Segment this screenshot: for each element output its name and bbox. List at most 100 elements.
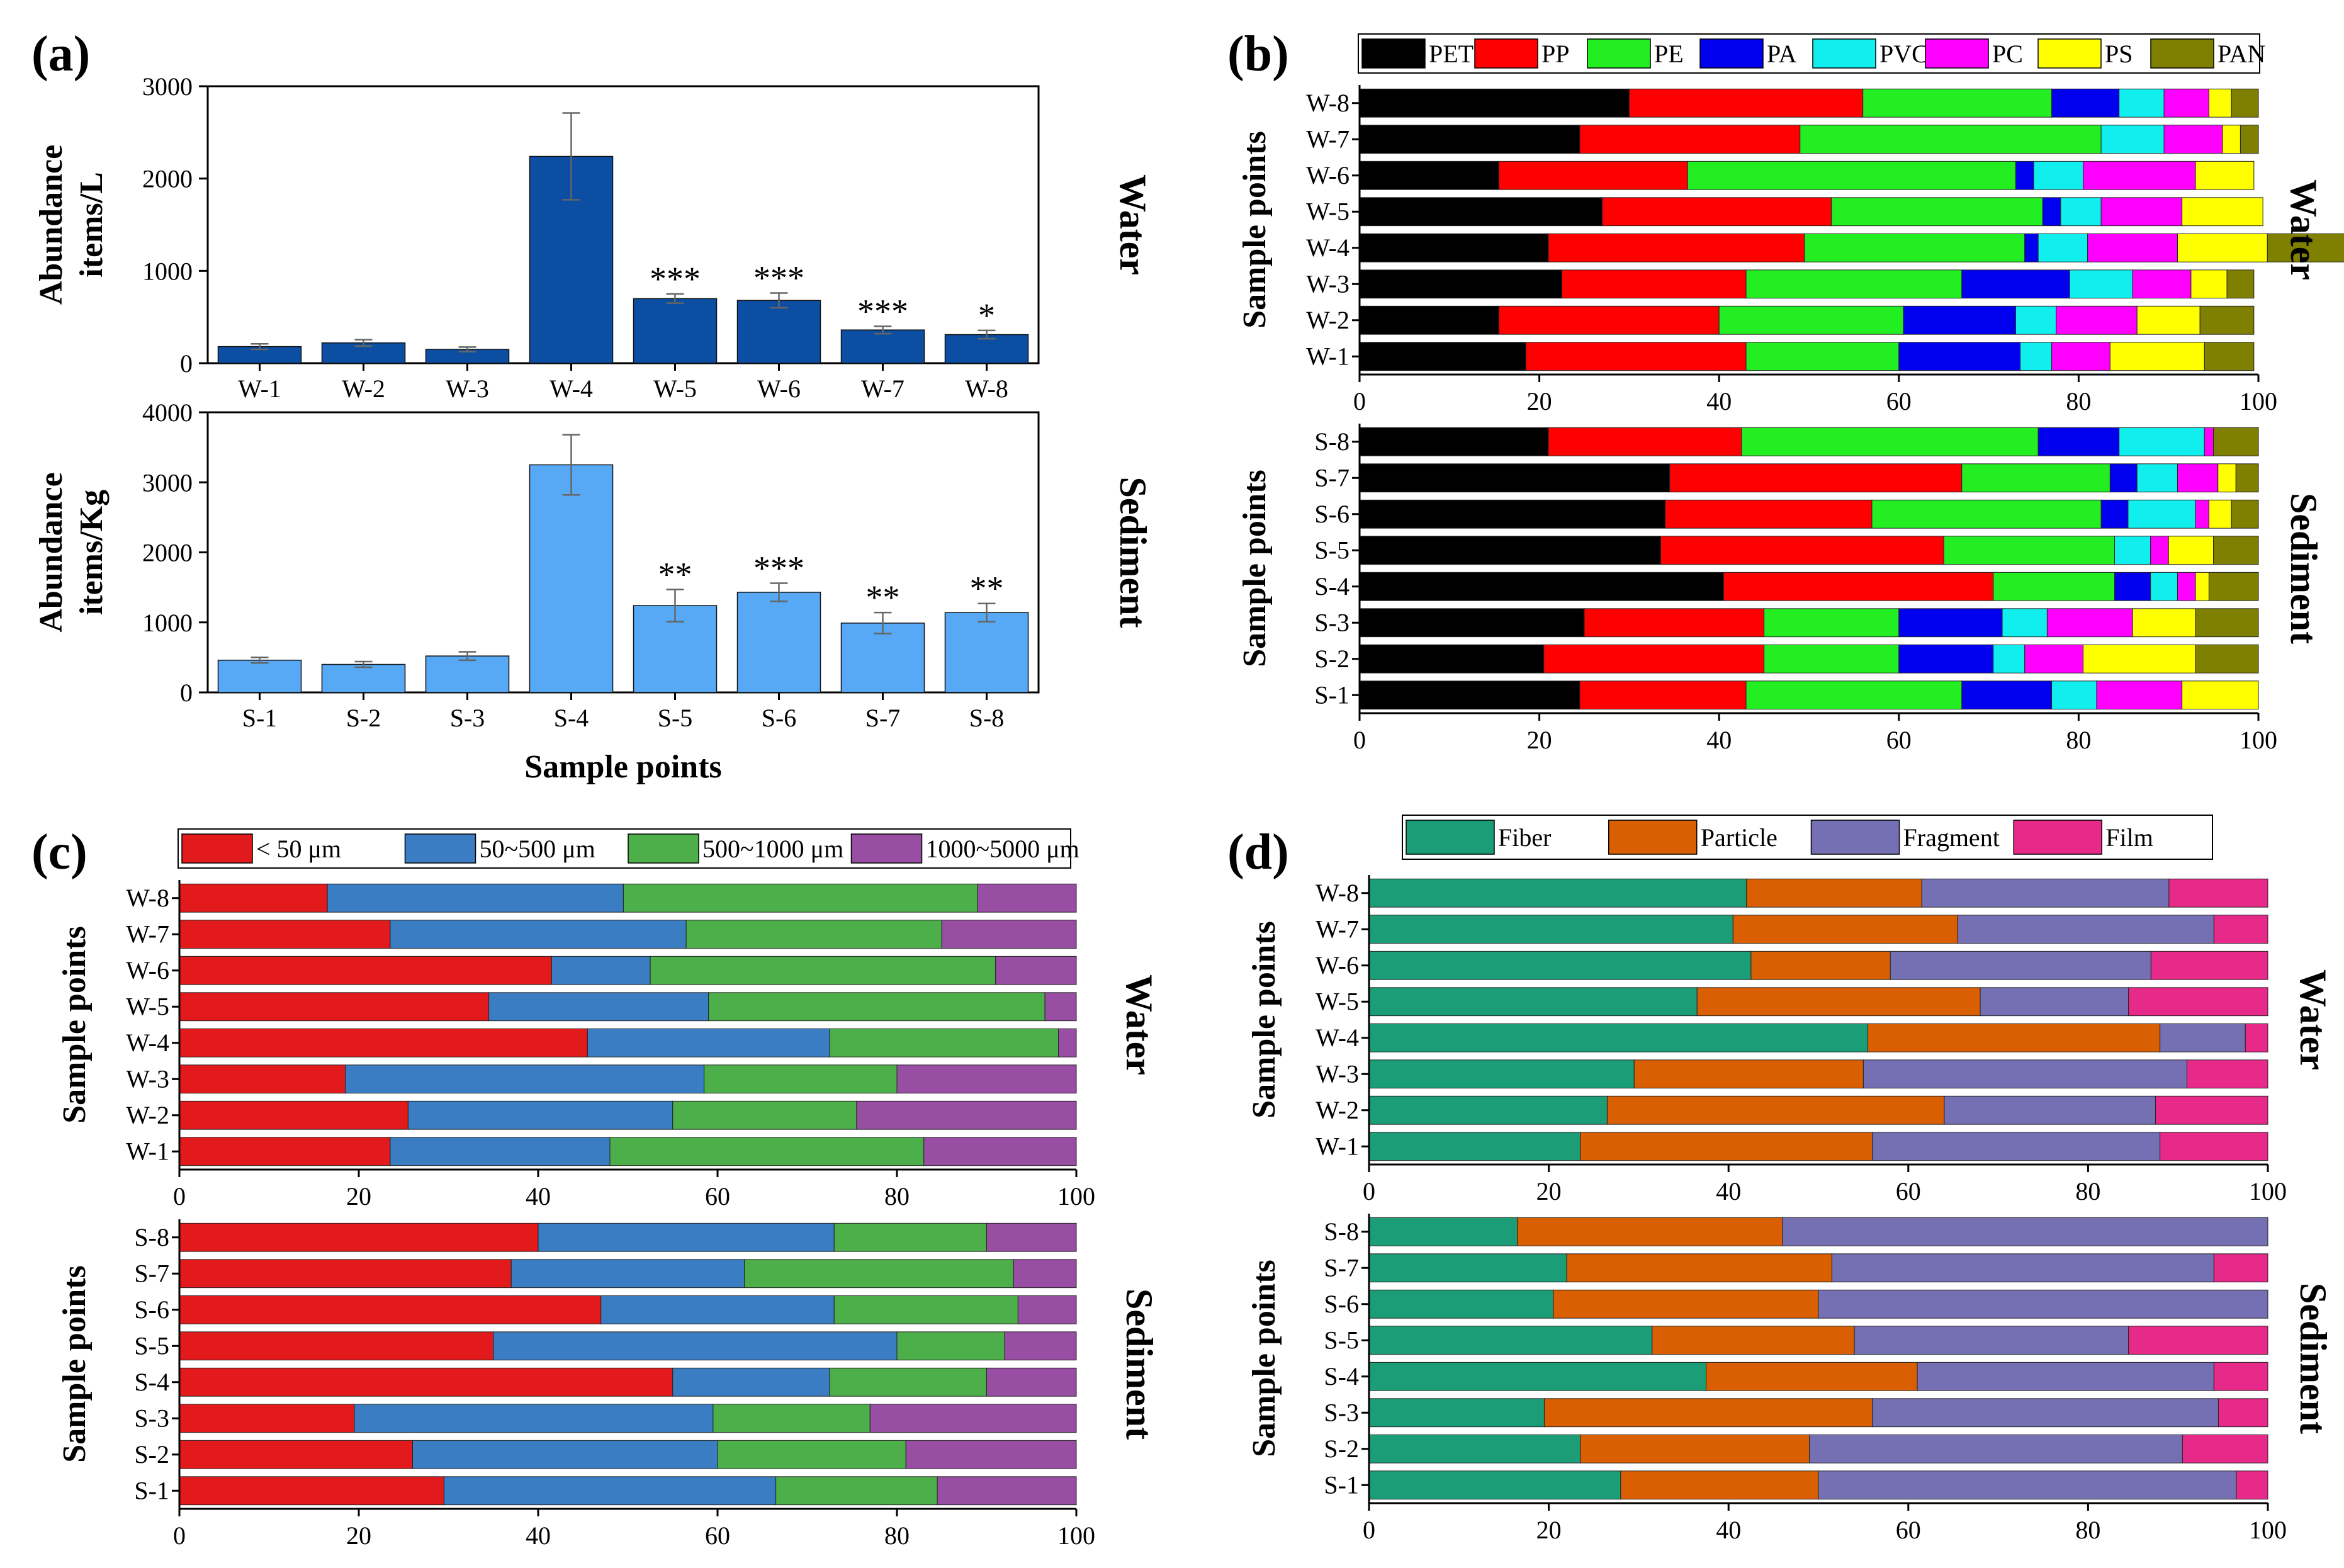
b-sediment-xtick-label: 80 bbox=[2066, 726, 2091, 754]
c-sediment-segment bbox=[829, 1367, 987, 1397]
d-sediment-ytick-label: S-3 bbox=[1324, 1398, 1359, 1426]
c-water-segment bbox=[390, 1137, 611, 1166]
b-water-segment bbox=[1898, 342, 2021, 371]
d-sediment-ytick-label: S-1 bbox=[1324, 1470, 1359, 1499]
a-water-xtick-label: W-4 bbox=[549, 375, 593, 403]
d-water-segment bbox=[1696, 987, 1981, 1017]
b-sediment-segment bbox=[1669, 463, 1963, 493]
d-water-ytick-label: W-7 bbox=[1316, 915, 1359, 943]
panel-label-c: (c) bbox=[31, 825, 87, 880]
d-sediment-segment bbox=[1706, 1362, 1918, 1391]
d-sediment-xtick-label: 20 bbox=[1536, 1516, 1562, 1544]
b-sediment-segment bbox=[2109, 463, 2138, 493]
a-sediment-ytick-label: 0 bbox=[180, 679, 193, 707]
c-sediment-segment bbox=[1004, 1331, 1077, 1361]
a-water-xtick-label: W-7 bbox=[861, 375, 904, 403]
b-sediment-ytick-label: S-6 bbox=[1314, 500, 1349, 528]
b-water-segment bbox=[1745, 269, 1963, 299]
d-water-xtick-label: 0 bbox=[1363, 1177, 1375, 1205]
b-water-ytick-label: W-8 bbox=[1306, 89, 1349, 117]
b-sediment-segment bbox=[1359, 680, 1581, 710]
b-sediment-segment bbox=[1961, 680, 2053, 710]
d-sediment-segment bbox=[1368, 1398, 1545, 1428]
d-sediment-segment bbox=[2128, 1326, 2268, 1355]
c-sediment-segment bbox=[1017, 1295, 1077, 1324]
d-sediment-side-label: Sediment bbox=[2292, 1283, 2334, 1434]
b-water-xtick-label: 60 bbox=[1886, 387, 1912, 415]
c-sediment-segment bbox=[905, 1440, 1077, 1469]
b-water-segment bbox=[1359, 161, 1499, 190]
c-sediment-ytick-label: S-2 bbox=[134, 1440, 169, 1469]
b-sediment-segment bbox=[2096, 680, 2183, 710]
b-sediment-segment bbox=[1359, 463, 1671, 493]
d-sediment-segment bbox=[2213, 1253, 2268, 1283]
b-sediment-segment bbox=[1359, 427, 1549, 456]
a-sediment-bar bbox=[736, 592, 821, 693]
a-sediment-bar bbox=[425, 655, 510, 693]
c-sediment-segment bbox=[179, 1440, 413, 1469]
b-sediment-ytick-label: S-4 bbox=[1314, 572, 1349, 601]
d-sediment-segment bbox=[1831, 1253, 2214, 1283]
b-water-segment bbox=[2177, 233, 2268, 262]
c-sediment-segment bbox=[833, 1222, 987, 1252]
d-water-xtick-label: 80 bbox=[2075, 1177, 2100, 1205]
a-sediment-ytick-label: 2000 bbox=[142, 539, 193, 567]
d-sediment-segment bbox=[1517, 1217, 1783, 1246]
a-sediment-xlabel: Sample points bbox=[524, 749, 722, 785]
b-water-segment bbox=[2195, 161, 2255, 190]
b-sediment-segment bbox=[1741, 427, 2039, 456]
d-sediment-segment bbox=[1580, 1434, 1810, 1464]
b-sediment-segment bbox=[1359, 499, 1666, 529]
b-water-segment bbox=[1548, 233, 1805, 262]
c-water-segment bbox=[345, 1064, 705, 1094]
d-water-segment bbox=[2245, 1023, 2268, 1052]
c-water-segment bbox=[650, 956, 996, 985]
b-sediment-segment bbox=[2132, 608, 2196, 638]
b-sediment-segment bbox=[2083, 644, 2196, 674]
b-water-segment bbox=[2020, 342, 2053, 371]
b-sediment-ytick-label: S-1 bbox=[1314, 680, 1349, 709]
d-sediment-ytick-label: S-6 bbox=[1324, 1290, 1359, 1318]
b-water-legend-label: PP bbox=[1541, 40, 1570, 68]
a-sediment-xtick-label: S-5 bbox=[658, 704, 693, 732]
a-sediment-ylabel-line1: Abundance bbox=[33, 472, 69, 632]
b-water-legend-swatch bbox=[2037, 38, 2102, 69]
b-sediment-xtick-label: 100 bbox=[2240, 726, 2277, 754]
c-water-segment bbox=[923, 1137, 1077, 1166]
d-water-segment bbox=[1368, 878, 1747, 908]
b-water-segment bbox=[2132, 269, 2192, 299]
a-water-significance: *** bbox=[650, 260, 701, 298]
b-water-legend-swatch bbox=[1587, 38, 1651, 69]
b-sediment-segment bbox=[2204, 427, 2214, 456]
b-water-legend-swatch bbox=[2150, 38, 2214, 69]
b-water-segment bbox=[2042, 197, 2061, 227]
b-water-segment bbox=[1903, 305, 2016, 335]
a-water-side-label: Water bbox=[1112, 174, 1154, 275]
b-water-ytick-label: W-7 bbox=[1306, 125, 1349, 153]
d-water-xtick-label: 60 bbox=[1896, 1177, 1921, 1205]
c-sediment-segment bbox=[179, 1367, 673, 1397]
c-sediment-segment bbox=[354, 1404, 714, 1433]
d-water-legend-swatch bbox=[1608, 820, 1698, 855]
d-sediment-segment bbox=[2236, 1470, 2268, 1500]
c-sediment-segment bbox=[833, 1295, 1018, 1324]
d-water-segment bbox=[1606, 1095, 1945, 1125]
b-water-segment bbox=[1359, 305, 1499, 335]
b-water-segment bbox=[2182, 197, 2263, 227]
b-water-segment bbox=[1804, 233, 2026, 262]
c-water-segment bbox=[609, 1137, 925, 1166]
c-water-segment bbox=[587, 1028, 830, 1058]
b-sediment-segment bbox=[1359, 572, 1724, 601]
c-water-segment bbox=[407, 1100, 673, 1130]
b-water-legend-label: PA bbox=[1767, 40, 1797, 68]
d-water-segment bbox=[1750, 950, 1891, 980]
d-sediment-xtick-label: 80 bbox=[2075, 1516, 2100, 1544]
c-sediment-segment bbox=[986, 1222, 1077, 1252]
c-sediment-segment bbox=[744, 1259, 1014, 1289]
d-water-ytick-label: W-1 bbox=[1316, 1132, 1359, 1160]
b-water-segment bbox=[2024, 233, 2039, 262]
c-water-ytick-label: W-6 bbox=[126, 956, 169, 984]
d-water-xtick-label: 40 bbox=[1716, 1177, 1741, 1205]
b-water-segment bbox=[1718, 305, 1904, 335]
